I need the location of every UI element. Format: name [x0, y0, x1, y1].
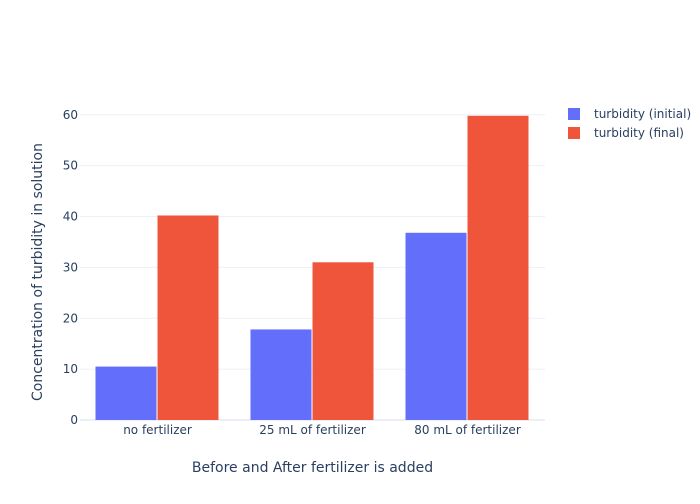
x-axis-title: Before and After fertilizer is added: [192, 460, 433, 476]
bar[interactable]: [157, 215, 219, 420]
bar[interactable]: [95, 366, 157, 420]
legend[interactable]: turbidity (initial) turbidity (final): [568, 107, 691, 140]
legend-item[interactable]: turbidity (final): [568, 126, 684, 140]
y-tick-label: 20: [63, 311, 78, 325]
x-tick-label: no fertilizer: [123, 423, 192, 437]
y-tick-label: 60: [63, 108, 78, 122]
y-tick-label: 50: [63, 159, 78, 173]
legend-swatch: [568, 108, 580, 120]
y-tick-label: 30: [63, 260, 78, 274]
bar[interactable]: [405, 232, 467, 420]
axis-layer: 0 10 20 30 40 50 60 no fertilizer 25 mL of ferti…: [63, 108, 521, 437]
legend-label: turbidity (initial): [594, 107, 691, 121]
x-tick-label: 80 mL of fertilizer: [414, 423, 521, 437]
y-axis-title: Concentration of turbidity in solution: [30, 143, 46, 401]
y-tick-label: 10: [63, 362, 78, 376]
bar[interactable]: [467, 115, 529, 421]
bars-layer: [95, 115, 529, 421]
legend-swatch: [568, 127, 580, 139]
y-tick-label: 40: [63, 210, 78, 224]
legend-item[interactable]: turbidity (initial): [568, 107, 691, 121]
bar[interactable]: [250, 329, 312, 420]
bar[interactable]: [312, 262, 374, 420]
y-tick-label: 0: [70, 413, 78, 427]
x-tick-label: 25 mL of fertilizer: [259, 423, 366, 437]
legend-label: turbidity (final): [594, 126, 684, 140]
